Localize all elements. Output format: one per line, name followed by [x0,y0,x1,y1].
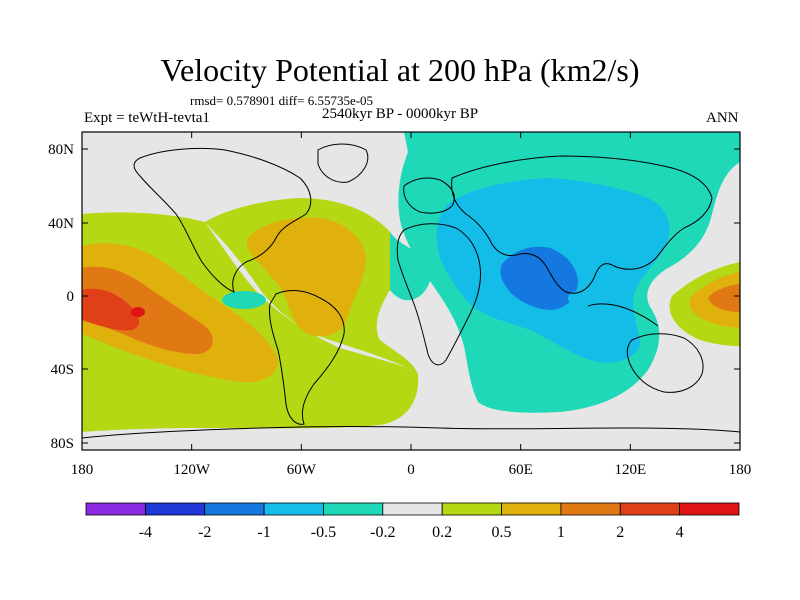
lat-tick-label: 40S [51,362,74,378]
colorbar-label: 0.2 [432,524,452,541]
lat-tick-label: 0 [67,289,75,305]
colorbar-swatch [441,502,502,516]
colorbar-swatch [204,502,265,516]
lon-tick-label: 180 [729,462,752,478]
coastlines [82,143,740,439]
lat-tick-label: 80S [51,436,74,452]
contour-pacific-1 [82,266,213,354]
coast-north-america [133,147,312,293]
contour-dateline-1 [708,284,740,312]
lon-tick-label: 0 [407,462,415,478]
coast-eurasia [451,155,713,294]
latitude-ticks [82,148,740,444]
contour-indian-ocean-pocket [568,291,588,305]
colorbar-label: -4 [139,524,152,541]
coast-south-america [269,290,345,425]
colorbar-swatch [619,502,681,516]
contour-pacific-4 [131,307,145,317]
velocity-potential-field [82,132,740,450]
colorbar-label: -0.5 [311,524,336,541]
colorbar-label: 2 [616,524,624,541]
experiment-label: Expt = teWtH-tevta1 [84,110,210,126]
lon-tick-label: 120W [173,462,211,478]
colorbar-label: -0.2 [370,524,395,541]
colorbar-label: 1 [557,524,565,541]
stats-line: rmsd= 0.578901 diff= 6.55735e-05 [190,93,374,108]
coast-africa [396,223,481,366]
colorbar: -4 -2 -1 -0.5 -0.2 0.2 0.5 1 2 4 [85,502,740,541]
colorbar-swatch [323,502,384,516]
period-label: 2540kyr BP - 0000kyr BP [322,106,479,122]
lon-tick-label: 60E [509,462,533,478]
lon-tick-label: 60W [287,462,317,478]
coast-europe [403,177,455,214]
coast-indonesia [587,303,659,327]
contour-africa-neg0.2 [390,232,432,301]
lat-tick-label: 40N [48,216,74,232]
latitude-tick-labels: 80N 40N 0 40S 80S [48,142,74,452]
colorbar-swatch [144,502,206,516]
map-title: Velocity Potential at 200 hPa (km2/s) [160,52,640,88]
colorbar-swatch [263,502,324,516]
contour-atlantic-0.5 [246,217,366,337]
colorbar-swatch [560,502,621,516]
colorbar-swatch [85,502,146,516]
colorbar-label: 0.5 [492,524,512,541]
contour-pacific-neg0.2 [222,291,266,309]
season-label: ANN [706,110,739,126]
lon-tick-label: 120E [614,462,646,478]
contour-india-neg1 [500,246,578,310]
colorbar-label: -1 [257,524,270,541]
colorbar-label: -2 [198,524,211,541]
coast-greenland [317,143,369,183]
coast-antarctica [82,426,740,439]
colorbar-swatch [679,502,740,516]
colorbar-swatch [382,502,443,516]
colorbar-label: 4 [676,524,684,541]
contour-pacific-2 [82,288,140,331]
longitude-ticks [81,132,741,450]
longitude-tick-labels: 180 120W 60W 0 60E 120E 180 [71,462,752,478]
lon-tick-label: 180 [71,462,94,478]
lat-tick-label: 80N [48,142,74,158]
colorbar-swatch [501,502,562,516]
coast-australia [626,333,704,393]
